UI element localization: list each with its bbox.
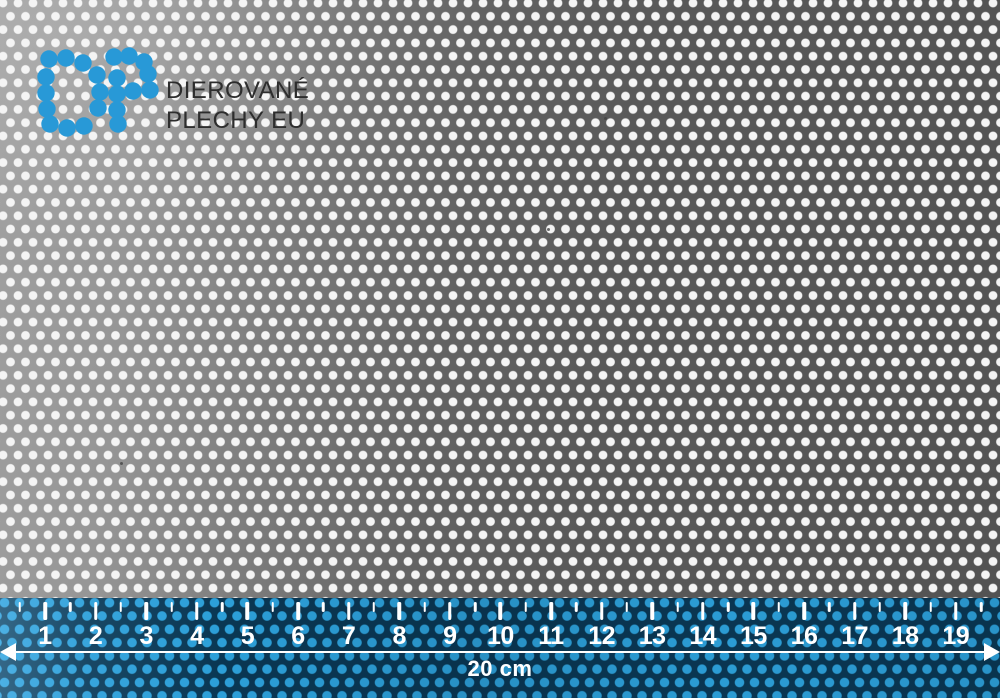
logo-dot	[37, 84, 55, 102]
logo-dot	[91, 83, 109, 101]
ruler-number: 19	[942, 622, 970, 650]
ruler-tick-cm	[852, 602, 857, 620]
ruler-tick-half-cm	[18, 602, 21, 612]
ruler-tick-cm	[903, 602, 907, 620]
ruler-number: 3	[139, 622, 153, 650]
ruler-number: 5	[240, 622, 255, 650]
logo-dot	[105, 48, 123, 66]
ruler-number: 16	[790, 622, 818, 650]
logo-dot	[74, 54, 92, 72]
logo-dot	[58, 119, 76, 137]
ruler-number: 11	[538, 622, 564, 650]
ruler-number: 8	[392, 622, 406, 650]
ruler-tick-cm	[549, 602, 553, 620]
logo-dot	[139, 65, 157, 83]
ruler-tick-half-cm	[676, 602, 679, 612]
ruler-tick-half-cm	[777, 602, 780, 612]
ruler-number: 14	[689, 622, 717, 650]
surface-speck	[120, 462, 123, 465]
ruler-span-arrow	[0, 643, 1000, 661]
ruler-total-label: 20 cm	[467, 656, 533, 681]
logo-dot	[89, 99, 107, 117]
ruler-overlay: 1 2 3 4 5 6 7 8 9 10 11 12 13 14 15 16 17 18 19 20 cm	[0, 598, 1000, 698]
logo-dot	[37, 68, 55, 86]
ruler-tick-half-cm	[423, 602, 426, 612]
ruler-tick-cm	[93, 602, 98, 620]
perforated-metal-surface: DIEROVANÉ PLECHY EU	[0, 0, 1000, 598]
ruler-tick-cm	[599, 602, 604, 620]
logo-dot	[109, 115, 127, 133]
ruler-tick-half-cm	[372, 602, 376, 612]
ruler-tick-cm	[498, 602, 503, 620]
ruler-number: 7	[341, 622, 356, 650]
surface-speck	[604, 117, 607, 120]
brand-name-line1: DIEROVANÉ	[166, 77, 310, 104]
ruler-number: 4	[190, 622, 204, 650]
logo-dot	[40, 50, 58, 68]
ruler-tick-half-cm	[220, 602, 224, 612]
logo-dot	[108, 85, 126, 103]
ruler-tick-half-cm	[322, 602, 325, 612]
ruler-number: 13	[638, 622, 666, 650]
ruler-tick-cm	[397, 602, 401, 620]
dp-monogram-icon	[37, 47, 159, 137]
brand-logo: DIEROVANÉ PLECHY EU	[166, 76, 309, 136]
ruler-number: 15	[739, 622, 767, 650]
ruler-tick-half-cm	[170, 602, 173, 612]
ruler-number: 17	[841, 622, 868, 650]
ruler-tick-half-cm	[878, 602, 882, 612]
ruler-tick-cm	[751, 602, 756, 620]
ruler-tick-half-cm	[69, 602, 72, 612]
ruler-tick-half-cm	[929, 602, 932, 612]
ruler-tick-cm	[701, 602, 705, 620]
ruler-tick-half-cm	[979, 602, 983, 612]
ruler-number: 18	[891, 622, 919, 650]
logo-dot	[124, 82, 142, 100]
logo-dot	[108, 69, 126, 87]
ruler-tick-cm	[650, 602, 654, 620]
ruler-tick-cm	[448, 602, 452, 620]
arrow-line	[7, 650, 993, 654]
ruler-number: 2	[88, 622, 103, 650]
ruler-tick-cm	[296, 602, 300, 620]
surface-speck	[547, 228, 550, 231]
ruler-number: 12	[588, 622, 615, 650]
logo-dot	[57, 49, 75, 67]
ruler-tick-half-cm	[524, 602, 527, 612]
ruler-number: 6	[291, 622, 305, 650]
logo-dot	[88, 66, 106, 84]
ruler-tick-half-cm	[625, 602, 629, 612]
ruler-tick-cm	[144, 602, 148, 620]
ruler-tick-cm	[346, 602, 351, 620]
logo-dot	[141, 81, 159, 99]
logo-dot	[120, 47, 138, 65]
ruler-number: 10	[486, 622, 514, 650]
logo-dot	[108, 101, 126, 119]
ruler-number: 9	[443, 622, 457, 650]
ruler-tick-cm	[43, 602, 47, 620]
ruler-tick-half-cm	[575, 602, 578, 612]
ruler-tick-cm	[195, 602, 199, 620]
ruler-tick-cm	[802, 602, 806, 620]
ruler-tick-half-cm	[473, 602, 477, 612]
ruler-tick-half-cm	[828, 602, 831, 612]
ruler-tick-cm	[954, 602, 958, 620]
logo-dot	[41, 115, 59, 133]
ruler-tick-half-cm	[726, 602, 730, 612]
ruler-tick-cm	[245, 602, 250, 620]
arrowhead-right-icon	[984, 643, 1000, 661]
ruler-tick-half-cm	[271, 602, 274, 612]
ruler-tick-half-cm	[119, 602, 123, 612]
brand-name-line2: PLECHY EU	[166, 107, 306, 134]
logo-dot	[75, 117, 93, 135]
logo-dot	[38, 100, 56, 118]
ruler-number: 1	[38, 622, 52, 650]
